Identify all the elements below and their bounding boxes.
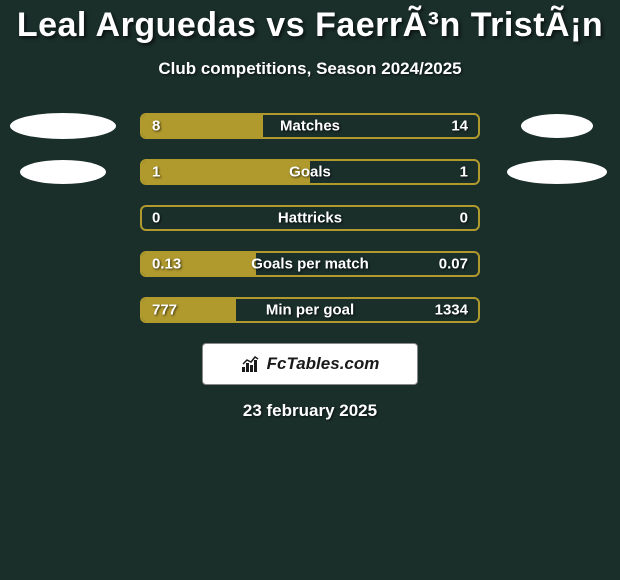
stat-bar-fill [142, 161, 310, 183]
date-label: 23 february 2025 [0, 401, 620, 421]
stat-name: Goals per match [251, 256, 369, 273]
stat-name: Min per goal [266, 302, 354, 319]
comparison-row: 8 Matches 14 [0, 113, 620, 139]
stat-name: Hattricks [278, 210, 342, 227]
comparison-row: 0.13 Goals per match 0.07 [0, 251, 620, 277]
stat-bar: 0 Hattricks 0 [140, 205, 480, 231]
left-slot [0, 160, 126, 184]
player-ellipse-right [521, 114, 593, 138]
stat-name: Goals [289, 164, 331, 181]
comparison-row: 777 Min per goal 1334 [0, 297, 620, 323]
right-value: 1334 [435, 302, 468, 319]
comparison-row: 1 Goals 1 [0, 159, 620, 185]
right-value: 1 [460, 164, 468, 181]
comparison-row: 0 Hattricks 0 [0, 205, 620, 231]
left-value: 8 [152, 118, 160, 135]
source-badge-text: FcTables.com [267, 354, 380, 374]
player-ellipse-left [20, 160, 106, 184]
left-slot [0, 113, 126, 139]
player-ellipse-left [10, 113, 116, 139]
right-slot [494, 160, 620, 184]
left-value: 1 [152, 164, 160, 181]
right-value: 0 [460, 210, 468, 227]
chart-icon [241, 355, 263, 373]
right-slot [494, 114, 620, 138]
right-value: 0.07 [439, 256, 468, 273]
player-ellipse-right [507, 160, 607, 184]
stat-bar: 0.13 Goals per match 0.07 [140, 251, 480, 277]
left-value: 0 [152, 210, 160, 227]
right-value: 14 [451, 118, 468, 135]
stat-bar: 8 Matches 14 [140, 113, 480, 139]
left-value: 0.13 [152, 256, 181, 273]
stat-bar: 1 Goals 1 [140, 159, 480, 185]
page-title: Leal Arguedas vs FaerrÃ³n TristÃ¡n [0, 0, 620, 45]
page-subtitle: Club competitions, Season 2024/2025 [0, 59, 620, 79]
stat-name: Matches [280, 118, 340, 135]
left-value: 777 [152, 302, 177, 319]
source-badge: FcTables.com [202, 343, 418, 385]
comparison-chart: 8 Matches 14 1 Goals 1 0 Hattricks 0 0.13 Goals pe… [0, 113, 620, 323]
stat-bar: 777 Min per goal 1334 [140, 297, 480, 323]
